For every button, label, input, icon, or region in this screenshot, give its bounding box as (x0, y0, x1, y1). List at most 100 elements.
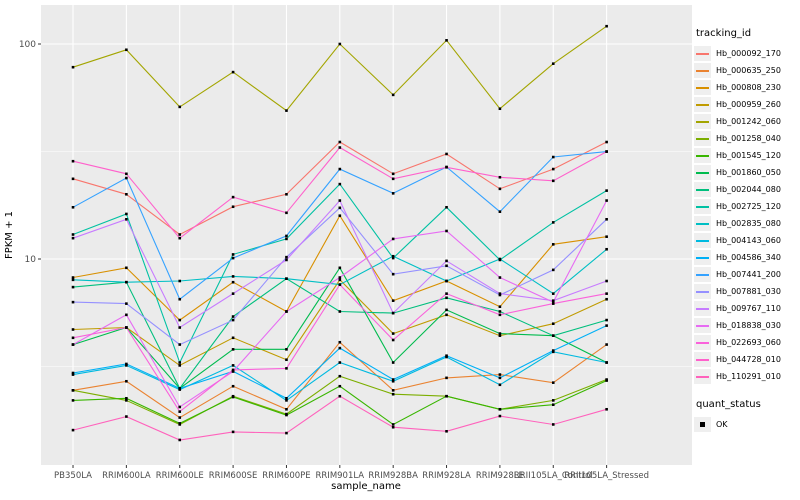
legend-line-swatch (696, 239, 709, 242)
legend-key (694, 165, 711, 180)
legend-line-swatch (696, 69, 709, 72)
x-axis-title: sample_name (331, 481, 401, 492)
data-point (551, 423, 555, 426)
legend-line-swatch (696, 86, 709, 89)
data-point (391, 254, 395, 258)
legend-item-ok: OK (694, 416, 800, 433)
legend-key (694, 301, 711, 316)
data-point (178, 318, 182, 322)
data-point (285, 358, 288, 362)
data-point (71, 159, 75, 163)
data-point (498, 407, 502, 411)
data-point (178, 326, 182, 329)
data-point (391, 256, 395, 260)
data-point (285, 431, 288, 435)
data-point (498, 414, 502, 418)
y-tick-label: 100 (19, 40, 36, 50)
legend-line-swatch (696, 222, 709, 225)
data-point (391, 332, 395, 335)
data-point (445, 229, 448, 233)
legend-item-Hb_000808_230: Hb_000808_230 (694, 79, 800, 96)
legend-label: Hb_044728_010 (716, 355, 781, 364)
legend-title-quant-status: quant_status (696, 399, 761, 410)
data-point (498, 334, 502, 337)
data-point (498, 310, 502, 313)
legend-line-swatch (696, 188, 709, 191)
data-point (445, 296, 448, 300)
data-point (285, 348, 288, 351)
y-axis-title: FPKM + 1 (4, 210, 15, 260)
legend-label: Hb_007441_200 (716, 270, 781, 279)
legend-item-Hb_007441_200: Hb_007441_200 (694, 266, 800, 283)
x-tick-label: RRII105LA_Stressed (564, 471, 649, 481)
legend-item-Hb_000635_250: Hb_000635_250 (694, 62, 800, 79)
data-point (391, 299, 395, 302)
data-point (391, 379, 395, 383)
data-point (338, 42, 342, 46)
legend-label: Hb_022693_060 (716, 338, 781, 347)
data-point (338, 146, 342, 149)
data-point (285, 367, 288, 370)
x-tick-label: RRIM928LA (422, 471, 471, 481)
data-point (391, 389, 395, 392)
legend-item-Hb_004586_340: Hb_004586_340 (694, 249, 800, 266)
data-point (285, 258, 288, 262)
legend-key (694, 114, 711, 129)
data-point (125, 266, 128, 270)
data-point (71, 177, 75, 181)
data-point (125, 176, 128, 180)
data-point (231, 368, 235, 372)
legend-key (694, 267, 711, 282)
data-point (71, 343, 75, 346)
data-point (71, 371, 75, 375)
data-point (445, 313, 448, 317)
data-point (178, 233, 182, 236)
data-point (178, 236, 182, 240)
data-point (285, 192, 288, 196)
data-point (71, 278, 75, 282)
data-point (285, 277, 288, 280)
data-point (498, 383, 502, 387)
data-point (231, 280, 235, 284)
legend-line-swatch (696, 324, 709, 327)
legend-label: Hb_001258_040 (716, 134, 781, 143)
legend-key (694, 284, 711, 299)
data-point (125, 364, 128, 367)
legend-key (694, 318, 711, 333)
data-point (231, 348, 235, 351)
data-point (551, 62, 555, 65)
legend-key (694, 131, 711, 146)
legend-line-swatch (696, 120, 709, 123)
data-point (338, 199, 342, 202)
data-point (71, 236, 75, 240)
legend-item-Hb_001860_050: Hb_001860_050 (694, 164, 800, 181)
data-point (338, 206, 342, 210)
data-point (551, 155, 555, 159)
data-point (71, 373, 75, 376)
data-point (125, 326, 128, 329)
data-point (285, 396, 288, 400)
data-point (391, 392, 395, 396)
legend-label: Hb_007881_030 (716, 287, 781, 296)
legend-label: Hb_000959_260 (716, 100, 781, 109)
legend-key (694, 63, 711, 78)
legend-line-swatch (696, 256, 709, 259)
legend-item-Hb_000959_260: Hb_000959_260 (694, 96, 800, 113)
legend-quant-status: quant_status OK (694, 399, 800, 433)
data-point (125, 192, 128, 196)
data-point (551, 167, 555, 171)
legend-label: Hb_004586_340 (716, 253, 781, 262)
legend-key (694, 97, 711, 112)
legend-label: Hb_002835_080 (716, 219, 781, 228)
legend-item-Hb_002725_120: Hb_002725_120 (694, 198, 800, 215)
legend-line-swatch (696, 52, 709, 55)
legend-items: Hb_000092_170 Hb_000635_250 Hb_000808_230 H… (694, 45, 800, 385)
data-point (231, 364, 235, 367)
data-point (338, 361, 342, 364)
data-point (391, 423, 395, 426)
data-point (71, 205, 75, 209)
legend-key (694, 199, 711, 214)
legend-item-Hb_000092_170: Hb_000092_170 (694, 45, 800, 62)
